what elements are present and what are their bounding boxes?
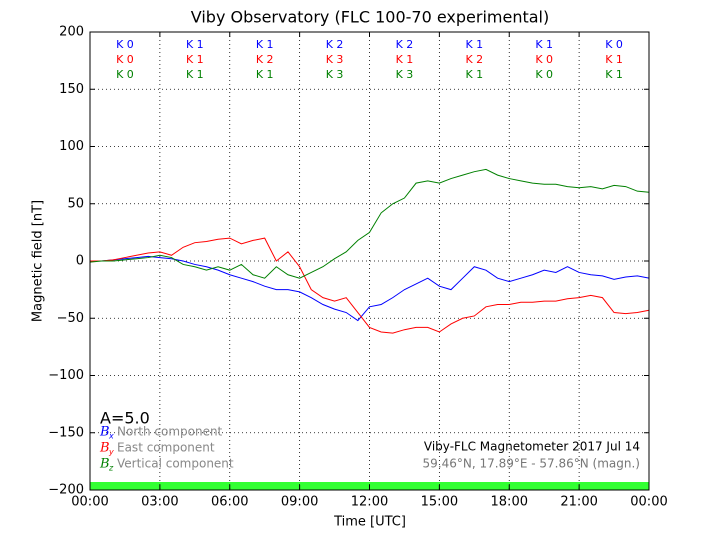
activity-label: A=5.0 <box>100 409 150 428</box>
x-tick-label: 00:00 <box>630 495 667 510</box>
k-index: K 1 <box>256 68 274 81</box>
x-tick-label: 18:00 <box>491 495 528 510</box>
instrument-note: Viby-FLC Magnetometer 2017 Jul 14 <box>424 440 640 454</box>
x-tick-label: 09:00 <box>281 495 318 510</box>
k-index: K 1 <box>186 38 204 51</box>
y-axis-label: Magnetic field [nT] <box>31 200 46 322</box>
data-line <box>90 255 650 322</box>
x-tick-label: 00:00 <box>71 495 108 510</box>
y-tick-label: −50 <box>57 311 84 326</box>
k-index: K 2 <box>326 38 344 51</box>
k-index: K 0 <box>116 53 134 66</box>
k-index: K 1 <box>256 38 274 51</box>
legend-subscript: x <box>108 432 114 441</box>
y-tick-label: 100 <box>59 139 84 154</box>
x-axis-label: Time [UTC] <box>333 515 406 530</box>
y-tick-label: −150 <box>48 425 84 440</box>
k-index: K 3 <box>396 68 414 81</box>
k-index: K 1 <box>605 68 623 81</box>
k-index: K 3 <box>326 68 344 81</box>
k-index: K 1 <box>465 68 483 81</box>
k-index: K 3 <box>326 53 344 66</box>
x-tick-label: 15:00 <box>421 495 458 510</box>
k-index: K 0 <box>116 38 134 51</box>
k-index: K 1 <box>396 53 414 66</box>
k-index: K 1 <box>605 53 623 66</box>
legend-symbol: B <box>99 425 110 440</box>
k-index: K 0 <box>116 68 134 81</box>
x-tick-label: 21:00 <box>560 495 597 510</box>
data-line <box>90 237 650 334</box>
y-tick-label: 200 <box>59 25 84 40</box>
location-note: 59.46°N, 17.89°E - 57.86°N (magn.) <box>423 457 640 471</box>
k-index: K 1 <box>186 53 204 66</box>
legend-label: North component <box>117 425 223 439</box>
k-index: K 1 <box>186 68 204 81</box>
y-tick-label: 150 <box>59 82 84 97</box>
k-index: K 0 <box>605 38 623 51</box>
legend-subscript: y <box>108 448 114 457</box>
y-tick-label: −200 <box>48 483 84 498</box>
k-index: K 0 <box>535 53 553 66</box>
k-index: K 1 <box>535 38 553 51</box>
legend-label: Vertical component <box>117 457 234 471</box>
k-index: K 2 <box>256 53 274 66</box>
k-index: K 2 <box>396 38 414 51</box>
k-index: K 2 <box>465 53 483 66</box>
legend-subscript: z <box>108 464 114 473</box>
y-tick-label: −100 <box>48 368 84 383</box>
x-tick-label: 03:00 <box>141 495 178 510</box>
data-line <box>89 168 650 279</box>
chart-title: Viby Observatory (FLC 100-70 experimenta… <box>191 8 550 27</box>
plot-frame <box>89 31 650 491</box>
k-index: K 1 <box>465 38 483 51</box>
k-index: K 0 <box>535 68 553 81</box>
legend-symbol: B <box>99 441 110 456</box>
y-tick-label: 50 <box>67 196 84 211</box>
x-tick-label: 12:00 <box>351 495 388 510</box>
y-tick-label: 0 <box>76 254 84 269</box>
x-tick-label: 06:00 <box>211 495 248 510</box>
legend-symbol: B <box>99 457 110 472</box>
legend-label: East component <box>117 441 215 455</box>
